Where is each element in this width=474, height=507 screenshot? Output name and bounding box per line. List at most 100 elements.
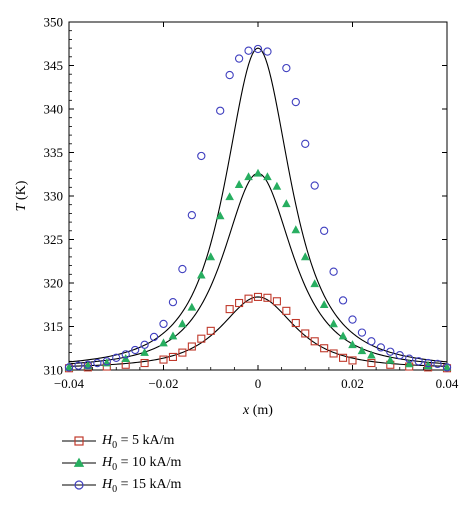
x-tick-label: −0.04 [54, 376, 85, 391]
data-point-triangle [367, 350, 376, 359]
data-point-square [253, 292, 263, 301]
data-point-triangle [159, 338, 168, 347]
data-point-square [272, 297, 281, 306]
data-point-circle [102, 357, 111, 366]
data-point-circle [253, 44, 263, 54]
data-point-square [187, 342, 196, 351]
data-point-square [320, 344, 329, 353]
data-point-triangle [196, 270, 206, 279]
data-point-circle [291, 97, 300, 107]
data-point-triangle [225, 192, 234, 201]
data-point-circle [74, 361, 83, 370]
data-point-square [178, 348, 187, 357]
series-line [68, 47, 448, 363]
data-point-triangle [244, 172, 253, 181]
data-point-circle [187, 210, 196, 220]
data-point-square [197, 334, 206, 343]
data-point-triangle [178, 319, 187, 328]
data-point-triangle [140, 347, 149, 356]
data-point-circle [178, 264, 187, 274]
data-point-circle [423, 358, 433, 368]
data-point-triangle [291, 225, 301, 234]
data-point-triangle [263, 172, 272, 181]
legend-item-h10: H0 = 10 kA/m [60, 454, 280, 476]
data-point-square [329, 349, 338, 358]
data-point-circle [395, 351, 404, 360]
data-point-circle [225, 70, 234, 80]
data-point-circle [319, 226, 329, 235]
data-point-circle [159, 319, 168, 329]
series-line [68, 296, 448, 367]
data-point-square [121, 360, 130, 369]
y-tick-label: 310 [44, 363, 64, 378]
data-point-square [291, 318, 300, 328]
data-point-square [301, 329, 310, 338]
data-point-triangle [168, 331, 178, 340]
data-point-circle [282, 63, 291, 73]
data-point-circle [329, 267, 338, 276]
data-point-circle [405, 354, 414, 363]
data-point-square [235, 298, 244, 308]
y-tick-label: 325 [44, 232, 64, 247]
data-point-triangle [338, 331, 348, 340]
legend-item-h15: H0 = 15 kA/m [60, 476, 280, 498]
data-point-triangle [329, 319, 338, 328]
data-point-circle [367, 337, 376, 346]
data-point-square [168, 352, 177, 362]
data-point-circle [83, 360, 93, 369]
data-point-square [159, 355, 168, 364]
data-point-circle [234, 54, 244, 63]
data-point-triangle [348, 340, 357, 349]
data-point-circle [263, 47, 272, 56]
x-tick-label: −0.02 [148, 376, 178, 391]
data-point-circle [112, 353, 121, 362]
y-tick-label: 335 [44, 145, 64, 160]
data-point-circle [130, 345, 140, 355]
series-line [68, 172, 448, 365]
data-point-circle [216, 106, 225, 115]
data-point-triangle [64, 362, 74, 371]
data-point-square [310, 337, 319, 346]
data-point-square [225, 305, 234, 314]
data-point-triangle [357, 346, 367, 355]
y-axis-label: T (K) [14, 180, 29, 211]
legend-swatch-triangle [62, 457, 96, 467]
data-point-triangle [385, 355, 395, 364]
data-point-square [348, 356, 357, 365]
data-point-circle [244, 46, 253, 55]
data-point-triangle [215, 211, 225, 220]
data-point-circle [442, 363, 452, 372]
y-tick-label: 350 [44, 15, 64, 30]
legend-swatch-square [62, 436, 96, 446]
data-point-triangle [319, 300, 329, 309]
data-point-triangle [206, 252, 216, 261]
data-point-triangle [187, 302, 197, 311]
data-point-circle [310, 181, 319, 190]
data-point-circle [64, 363, 74, 372]
data-point-triangle [423, 361, 433, 369]
data-point-square [244, 294, 253, 303]
data-point-triangle [310, 279, 320, 288]
y-tick-label: 320 [44, 276, 64, 291]
data-point-circle [301, 139, 310, 148]
data-point-triangle [234, 180, 244, 188]
x-axis-label: x (m) [242, 403, 273, 418]
chart: −0.04 −0.02 0 0.02 0.04 310 315 320 325 330 335 340… [14, 15, 459, 419]
data-point-circle [149, 332, 159, 342]
legend-swatch-circle [62, 480, 96, 490]
data-point-circle [386, 347, 395, 356]
x-tick-label: 0 [255, 376, 262, 391]
data-point-square [338, 353, 348, 362]
legend: H0 = 5 kA/m H0 = 10 kA/m H0 = 15 kA/m [60, 432, 280, 498]
data-point-triangle [253, 168, 263, 177]
data-point-triangle [300, 252, 310, 261]
legend-label: H0 = 10 kA/m [102, 455, 182, 473]
data-point-circle [338, 296, 348, 305]
data-point-circle [414, 357, 423, 366]
data-point-circle [93, 358, 102, 368]
y-tick-label: 345 [44, 58, 64, 73]
legend-item-h5: H0 = 5 kA/m [60, 432, 280, 454]
x-tick-label: 0.02 [341, 376, 364, 391]
y-tick-label: 340 [44, 102, 64, 117]
data-point-circle [376, 343, 385, 352]
